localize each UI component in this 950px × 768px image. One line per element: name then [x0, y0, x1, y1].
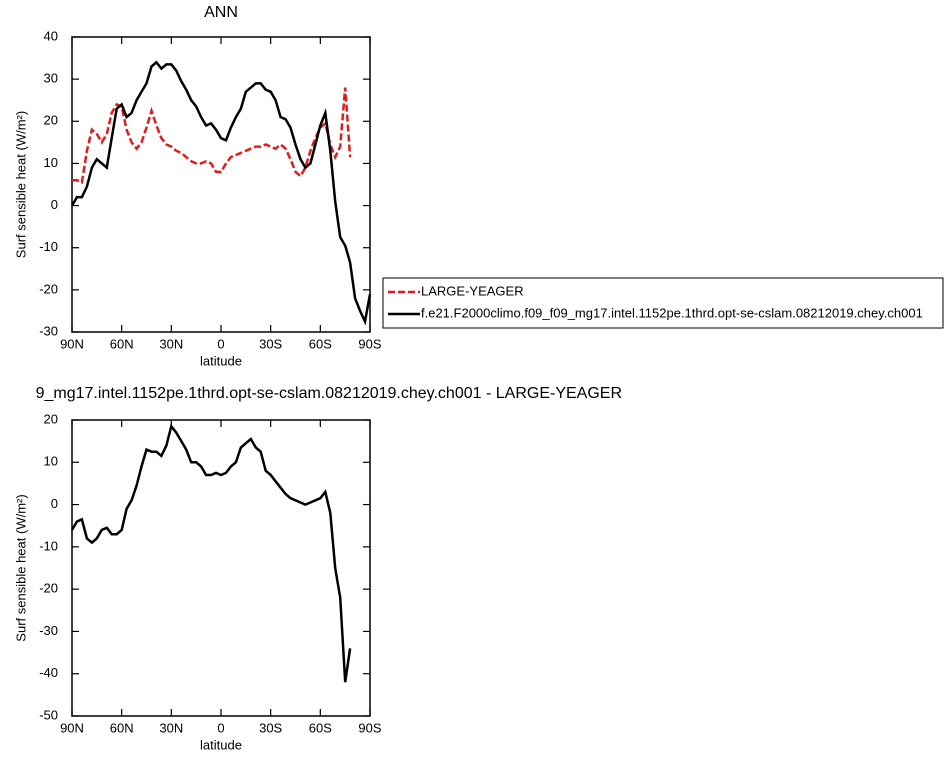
y-tick-label: 10	[44, 454, 58, 469]
x-tick-label: 90N	[60, 720, 84, 735]
y-tick-label: 40	[44, 28, 58, 43]
x-axis-label: latitude	[200, 737, 242, 752]
y-tick-label: 20	[44, 113, 58, 128]
y-tick-label: -40	[39, 665, 58, 680]
plot-frame	[71, 36, 371, 333]
x-tick-label: 30N	[159, 720, 183, 735]
x-tick-label: 90S	[358, 720, 381, 735]
series-line	[70, 423, 352, 683]
y-tick-label: -30	[39, 323, 58, 338]
y-tick-label: 10	[44, 155, 58, 170]
x-tick-label: 60S	[309, 336, 332, 351]
legend-box	[382, 277, 944, 329]
legend-label: LARGE-YEAGER	[421, 283, 524, 298]
y-tick-label: 0	[51, 197, 58, 212]
series-line	[70, 60, 372, 326]
legend-label: f.e21.F2000climo.f09_f09_mg17.intel.1152…	[421, 305, 923, 320]
y-axis-label: Surf sensible heat (W/m²)	[13, 494, 28, 641]
x-tick-label: 60S	[309, 720, 332, 735]
x-tick-label: 90N	[60, 336, 84, 351]
y-tick-label: -10	[39, 538, 58, 553]
y-tick-label: -50	[39, 707, 58, 722]
series-line	[72, 87, 352, 185]
x-tick-label: 30S	[259, 336, 282, 351]
x-tick-label: 0	[217, 336, 224, 351]
x-axis-label: latitude	[200, 353, 242, 368]
y-tick-label: 20	[44, 411, 58, 426]
x-tick-label: 60N	[110, 720, 134, 735]
plot-frame	[71, 419, 371, 717]
y-tick-label: -30	[39, 623, 58, 638]
y-tick-label: -20	[39, 281, 58, 296]
x-tick-label: 60N	[110, 336, 134, 351]
y-tick-label: 30	[44, 71, 58, 86]
y-axis-label: Surf sensible heat (W/m²)	[13, 111, 28, 258]
x-tick-label: 90S	[358, 336, 381, 351]
y-tick-label: 0	[51, 496, 58, 511]
y-tick-label: -10	[39, 239, 58, 254]
x-tick-label: 0	[217, 720, 224, 735]
x-tick-label: 30N	[159, 336, 183, 351]
y-tick-label: -20	[39, 581, 58, 596]
chart-title: ANN	[204, 4, 238, 21]
chart-title: 9_mg17.intel.1152pe.1thrd.opt-se-cslam.0…	[36, 385, 622, 402]
x-tick-label: 30S	[259, 720, 282, 735]
